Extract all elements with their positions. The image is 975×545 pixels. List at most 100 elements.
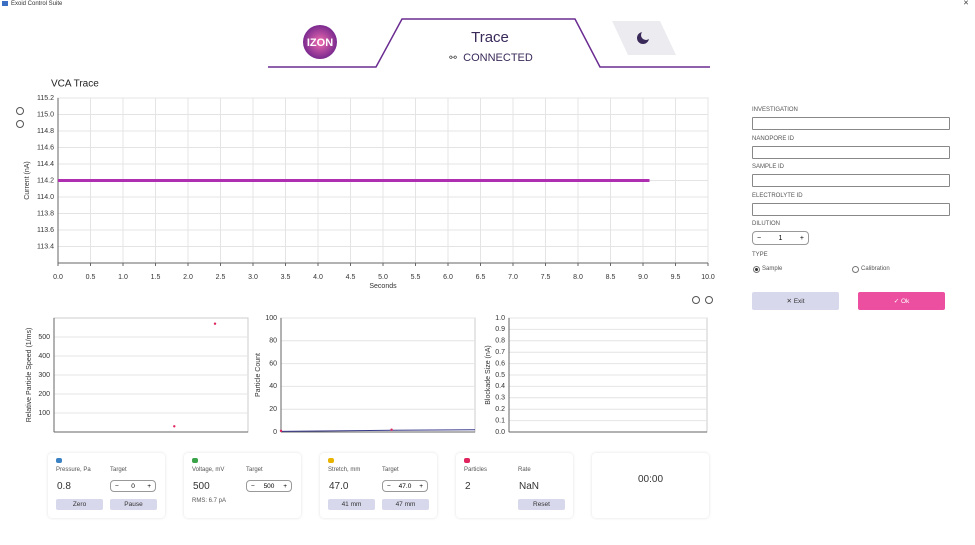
radio-label: Sample	[762, 266, 783, 272]
dilution-stepper[interactable]: − 1 +	[752, 231, 809, 245]
x-tick-label: 10.0	[701, 274, 715, 281]
x-tick-label: 4.5	[346, 274, 356, 281]
plot-area	[280, 317, 476, 433]
y-axis-label: Current (nA)	[24, 161, 31, 200]
x-tick-label: 3.0	[248, 274, 258, 281]
y-tick-label: 0.1	[495, 417, 505, 424]
y-tick-label: 1.0	[495, 315, 505, 322]
stepper-button[interactable]: +	[799, 234, 804, 242]
y-tick-label: 113.4	[37, 243, 54, 250]
y-tick-label: 115.0	[37, 111, 54, 118]
title-bar	[0, 0, 975, 8]
x-tick-label: 0.0	[53, 274, 63, 281]
target-stepper[interactable]: − 0 +	[110, 480, 156, 492]
field-label: INVESTIGATION	[752, 107, 798, 113]
stepper-button[interactable]: −	[115, 482, 119, 490]
text-input[interactable]	[752, 145, 950, 159]
x-tick-label: 0.5	[86, 274, 96, 281]
ok-button[interactable]: ✓ Ok	[858, 292, 945, 310]
y-tick-label: 80	[269, 338, 277, 345]
target-label: Target	[110, 467, 127, 473]
panel-button[interactable]: 41 mm	[328, 499, 375, 510]
y-tick-label: 0.4	[495, 383, 505, 390]
stepper-button[interactable]: +	[147, 482, 151, 490]
y-tick-label: 0.9	[495, 326, 505, 333]
close-button[interactable]: ×	[963, 0, 968, 7]
y-tick-label: 300	[38, 372, 50, 379]
y-tick-label: 60	[269, 360, 277, 367]
y-axis-label: Relative Particle Speed (1/ms)	[26, 328, 33, 423]
x-tick-label: 7.0	[508, 274, 518, 281]
y-tick-label: 40	[269, 383, 277, 390]
field-label: DILUTION	[752, 221, 781, 227]
y-tick-label: 113.6	[37, 227, 54, 234]
exit-icon: ✕	[786, 298, 794, 305]
panel-label: Pressure, Pa	[56, 467, 91, 473]
x-tick-label: 2.0	[183, 274, 193, 281]
panel-button[interactable]: Zero	[56, 499, 103, 510]
field-label: ELECTROLYTE ID	[752, 192, 803, 199]
y-tick-label: 114.6	[37, 144, 54, 151]
panel-value: 47.0	[329, 481, 349, 492]
page-title: Trace	[471, 29, 509, 46]
radio-button[interactable]	[852, 266, 859, 273]
target-stepper[interactable]: −47.0 +	[382, 480, 428, 492]
x-axis-label: Seconds	[369, 283, 397, 290]
y-tick-label: 0.6	[495, 360, 505, 367]
app-icon	[2, 1, 8, 6]
stepper-button[interactable]: +	[419, 482, 423, 490]
exit-button[interactable]: ✕ Exit	[752, 292, 839, 310]
stepper-button[interactable]: −	[387, 482, 391, 490]
connection-status: CONNECTED	[463, 52, 533, 64]
y-axis-label: Blockade Size (nA)	[485, 345, 492, 405]
x-tick-label: 2.5	[216, 274, 226, 281]
field-label: SAMPLE ID	[752, 164, 785, 170]
target-stepper[interactable]: −500 +	[246, 480, 292, 492]
y-tick-label: 113.8	[37, 210, 54, 217]
x-tick-label: 5.5	[411, 274, 421, 281]
stepper-button[interactable]: −	[757, 234, 762, 242]
x-tick-label: 6.5	[476, 274, 486, 281]
x-tick-label: 6.0	[443, 274, 453, 281]
stepper-button[interactable]: −	[251, 482, 255, 490]
zoom-icons[interactable]	[16, 107, 713, 304]
y-tick-label: 100	[38, 410, 50, 417]
button-text: Exit	[793, 297, 805, 305]
data-point	[213, 322, 217, 325]
x-tick-label: 3.5	[281, 274, 291, 281]
panel-button[interactable]: Pause	[110, 499, 157, 510]
link-icon: ⚯	[449, 52, 457, 62]
y-tick-label: 400	[38, 353, 50, 360]
y-tick-label: 114.0	[37, 194, 54, 201]
logo	[303, 25, 337, 59]
panel-label: Stretch, mm	[328, 467, 361, 473]
stepper-button[interactable]: +	[283, 482, 287, 490]
data-point	[173, 425, 176, 428]
panel-icon	[328, 458, 334, 463]
y-tick-label: 200	[38, 391, 50, 398]
y-tick-label: 114.4	[37, 161, 54, 168]
y-axis-label: Particle Count	[255, 353, 262, 397]
moon-cut	[641, 30, 651, 40]
stepper-value: 1	[778, 234, 783, 242]
y-tick-label: 114.8	[37, 128, 54, 135]
header-tab	[268, 18, 710, 68]
text-input[interactable]	[752, 117, 950, 130]
panel-icon	[192, 458, 198, 463]
radio-button[interactable]	[753, 266, 760, 273]
timer-panel	[592, 453, 709, 518]
data-point	[279, 429, 283, 433]
panel-value: 500	[193, 481, 210, 492]
x-tick-label: 4.0	[313, 274, 323, 281]
panel-button[interactable]: 47 mm	[382, 499, 429, 510]
panel-button[interactable]: Reset	[518, 499, 565, 510]
text-input[interactable]	[752, 202, 950, 216]
y-tick-label: 114.2	[37, 177, 54, 184]
panel-value: 0.8	[57, 481, 71, 492]
x-tick-label: 9.5	[671, 274, 681, 281]
timer: 00:00	[637, 474, 664, 485]
text-input[interactable]	[752, 174, 950, 187]
stepper-value: 47.0	[398, 482, 412, 490]
